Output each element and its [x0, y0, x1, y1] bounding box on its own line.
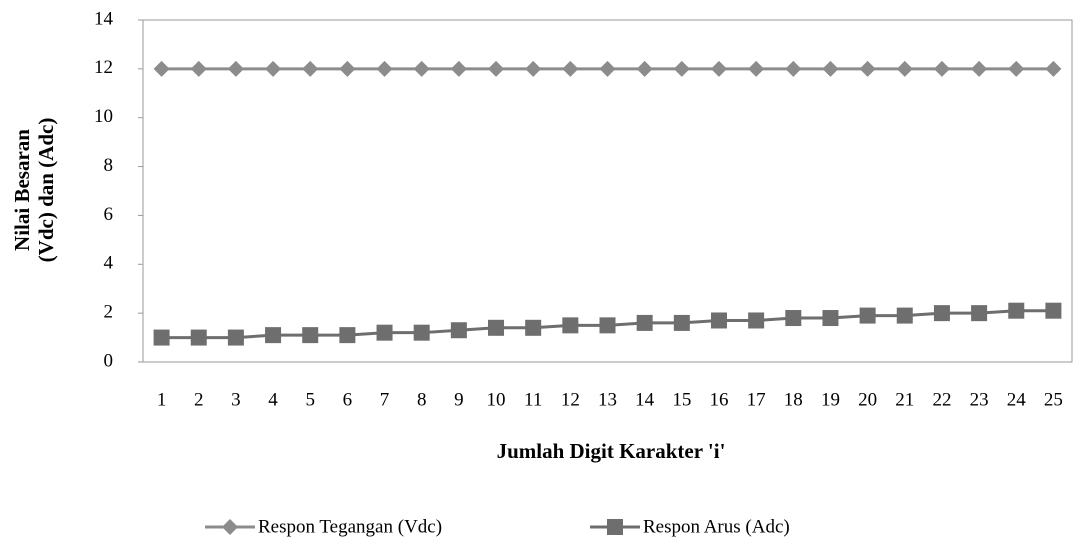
point-marker: [190, 60, 207, 77]
point-marker: [376, 324, 393, 341]
x-tick-label: 25: [1044, 389, 1063, 410]
point-marker: [339, 60, 356, 77]
point-marker: [413, 60, 430, 77]
plot-frame: [142, 19, 1073, 363]
point-marker: [227, 329, 244, 346]
legend-label: Respon Arus (Adc): [643, 516, 790, 537]
x-tick-label: 24: [1007, 389, 1027, 410]
point-marker: [562, 317, 579, 334]
point-marker: [525, 60, 542, 77]
y-tick-label: 4: [104, 253, 114, 274]
x-tick-label: 16: [709, 389, 728, 410]
legend-label: Respon Tegangan (Vdc): [258, 516, 442, 537]
point-marker: [599, 317, 616, 334]
point-marker: [1008, 60, 1025, 77]
point-marker: [822, 310, 839, 327]
point-marker: [859, 307, 876, 324]
y-axis-title: (Vdc) dan (Adc): [34, 118, 58, 263]
point-marker: [859, 60, 876, 77]
y-axis-title-group: Nilai Besaran (Vdc) dan (Adc): [10, 118, 58, 263]
point-marker: [190, 329, 207, 346]
y-tick-label: 10: [94, 106, 113, 127]
point-marker: [748, 60, 765, 77]
x-tick-label: 1: [157, 389, 167, 410]
x-tick-label: 4: [268, 389, 278, 410]
point-marker: [1045, 60, 1062, 77]
point-marker: [488, 60, 505, 77]
y-tick-label: 14: [94, 8, 114, 29]
point-marker: [785, 60, 802, 77]
point-marker: [896, 60, 913, 77]
y-axis-title: Nilai Besaran: [10, 129, 34, 251]
x-tick-label: 8: [417, 389, 427, 410]
point-marker: [265, 60, 282, 77]
point-marker: [971, 305, 988, 322]
point-marker: [710, 312, 727, 329]
y-tick-label: 8: [104, 155, 114, 176]
y-tick-label: 12: [94, 57, 113, 78]
point-marker: [153, 329, 170, 346]
y-tick-label: 2: [104, 302, 114, 323]
legend-marker: [607, 519, 623, 535]
point-marker: [710, 60, 727, 77]
x-tick-label: 15: [672, 389, 691, 410]
point-marker: [933, 305, 950, 322]
x-tick-label: 7: [380, 389, 390, 410]
x-tick-label: 11: [524, 389, 542, 410]
x-tick-label: 10: [487, 389, 506, 410]
x-tick-label: 23: [970, 389, 989, 410]
x-tick-label: 3: [231, 389, 241, 410]
point-marker: [1008, 302, 1025, 319]
x-tick-label: 13: [598, 389, 617, 410]
x-axis-title: Jumlah Digit Karakter 'i': [497, 439, 726, 463]
point-marker: [822, 60, 839, 77]
point-marker: [599, 60, 616, 77]
point-marker: [153, 60, 170, 77]
point-marker: [339, 327, 356, 344]
point-marker: [450, 322, 467, 339]
point-marker: [376, 60, 393, 77]
point-marker: [488, 319, 505, 336]
y-tick-label: 6: [104, 204, 114, 225]
point-marker: [933, 60, 950, 77]
x-tick-label: 22: [932, 389, 951, 410]
y-tick-label: 0: [104, 350, 114, 371]
x-tick-label: 20: [858, 389, 877, 410]
point-marker: [265, 327, 282, 344]
point-marker: [673, 60, 690, 77]
point-marker: [785, 310, 802, 327]
x-tick-label: 18: [784, 389, 803, 410]
point-marker: [302, 327, 319, 344]
point-marker: [748, 312, 765, 329]
x-tick-label: 14: [635, 389, 655, 410]
point-marker: [562, 60, 579, 77]
x-tick-label: 5: [305, 389, 315, 410]
point-marker: [525, 319, 542, 336]
x-tick-label: 21: [895, 389, 914, 410]
point-marker: [636, 60, 653, 77]
x-tick-label: 6: [343, 389, 353, 410]
point-marker: [636, 314, 653, 331]
x-tick-label: 12: [561, 389, 580, 410]
point-marker: [1045, 302, 1062, 319]
point-marker: [413, 324, 430, 341]
point-marker: [673, 314, 690, 331]
point-marker: [302, 60, 319, 77]
x-tick-label: 19: [821, 389, 840, 410]
point-marker: [896, 307, 913, 324]
x-tick-label: 17: [747, 389, 766, 410]
legend-marker: [222, 519, 238, 535]
point-marker: [227, 60, 244, 77]
point-marker: [971, 60, 988, 77]
x-tick-label: 9: [454, 389, 464, 410]
x-tick-label: 2: [194, 389, 204, 410]
point-marker: [450, 60, 467, 77]
